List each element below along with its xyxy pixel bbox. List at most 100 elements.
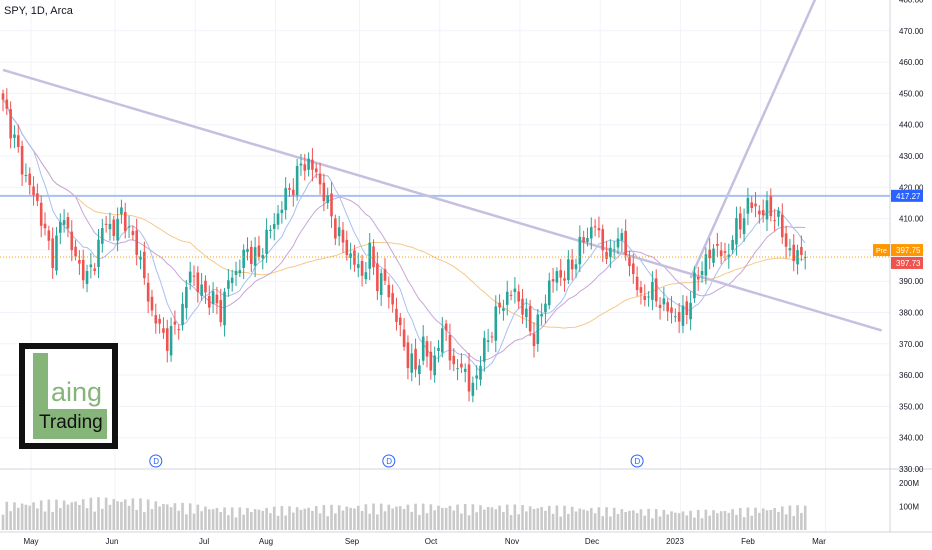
candle-body: [528, 306, 532, 332]
volume-bar: [731, 509, 734, 530]
candle-body: [647, 296, 650, 298]
candle-body: [693, 272, 696, 299]
volume-bar: [410, 511, 414, 530]
candle-body: [448, 334, 452, 361]
volume-bar: [284, 515, 287, 530]
volume-bar: [429, 504, 433, 530]
volume-bar: [532, 508, 536, 530]
logo-bottom-block: [33, 409, 107, 439]
volume-bar: [761, 508, 765, 530]
pre-label-bg: [873, 244, 890, 257]
volume-bar: [448, 505, 452, 530]
dividend-marker-label: D: [153, 457, 159, 466]
candle-body: [288, 188, 291, 190]
pre-price-tag: 397.75: [896, 246, 921, 255]
ma-slow-line: [2, 99, 806, 329]
candle-body: [192, 275, 196, 277]
candle-body: [716, 243, 719, 246]
volume-bar: [376, 514, 379, 530]
volume-bar: [769, 509, 773, 530]
candle-body: [662, 298, 666, 305]
x-tick-label: Oct: [425, 537, 438, 546]
candle-body: [609, 247, 612, 258]
candle-body: [429, 351, 433, 371]
candle-body: [586, 237, 589, 242]
candle-body: [104, 223, 108, 225]
volume-bar: [708, 515, 711, 530]
volume-bar: [780, 506, 784, 530]
volume-bar: [719, 511, 723, 530]
candle-body: [47, 230, 51, 241]
volume-bar: [303, 508, 307, 530]
volume-bar: [322, 505, 326, 530]
candle-body: [20, 146, 24, 175]
volume-bar: [120, 501, 123, 530]
volume-bar: [525, 511, 528, 530]
volume-bar: [528, 506, 532, 530]
volume-bar: [250, 512, 253, 530]
candle-body: [486, 340, 490, 342]
candle-body: [314, 168, 318, 173]
volume-bar: [349, 507, 352, 530]
candle-body: [796, 250, 799, 265]
candle-body: [112, 219, 116, 236]
volume-bar: [421, 503, 425, 530]
volume-bar: [593, 513, 597, 530]
y-tick-label: 440.00: [899, 121, 924, 130]
volume-bar: [456, 504, 459, 530]
volume-bar: [9, 511, 12, 530]
candle-body: [651, 281, 654, 300]
y-tick-label: 410.00: [899, 215, 924, 224]
y-tick-label: 420.00: [899, 183, 924, 192]
candle-body: [616, 238, 620, 248]
candle-body: [410, 353, 414, 373]
candle-body: [330, 193, 333, 217]
volume-bar: [471, 504, 475, 530]
volume-bar: [20, 503, 24, 530]
candle-body: [395, 308, 398, 322]
volume-bar: [154, 501, 158, 530]
volume-bar: [123, 499, 127, 530]
y-tick-label: 360.00: [899, 371, 924, 380]
volume-bar: [570, 506, 574, 530]
volume-bar: [712, 510, 715, 530]
candle-body: [643, 295, 647, 300]
volume-bar: [13, 502, 16, 530]
volume-bar: [185, 514, 188, 530]
candle-body: [738, 213, 742, 230]
volume-tick-label: 100M: [899, 503, 919, 512]
candle-body: [334, 218, 337, 239]
volume-bar: [689, 510, 692, 530]
candle-body: [570, 259, 574, 270]
candle-body: [509, 294, 513, 296]
volume-bar: [307, 507, 310, 530]
candle-body: [639, 287, 643, 293]
volume-bar: [467, 515, 471, 530]
volume-bar: [681, 511, 685, 530]
candle-body: [364, 272, 368, 280]
volume-bar: [742, 517, 746, 530]
volume-bar: [265, 507, 268, 530]
candle-body: [761, 210, 765, 216]
volume-bar: [372, 503, 375, 530]
volume-bar: [242, 514, 245, 530]
volume-bar: [509, 515, 513, 530]
volume-bar: [158, 506, 161, 530]
candle-body: [467, 364, 471, 392]
volume-bar: [32, 502, 35, 530]
candle-body: [204, 280, 207, 293]
candle-body: [360, 260, 364, 276]
candle-body: [215, 294, 219, 304]
candle-body: [376, 263, 379, 292]
candle-body: [127, 226, 131, 228]
volume-bar: [601, 516, 605, 530]
volume-bar: [227, 515, 230, 530]
volume-bar: [452, 510, 456, 530]
symbol-header: SPY, 1D, Arca: [4, 5, 73, 17]
dividend-marker: [630, 454, 644, 468]
volume-bar: [215, 508, 219, 530]
candle-body: [788, 248, 792, 251]
candle-body: [242, 249, 245, 268]
volume-bar: [418, 515, 421, 530]
